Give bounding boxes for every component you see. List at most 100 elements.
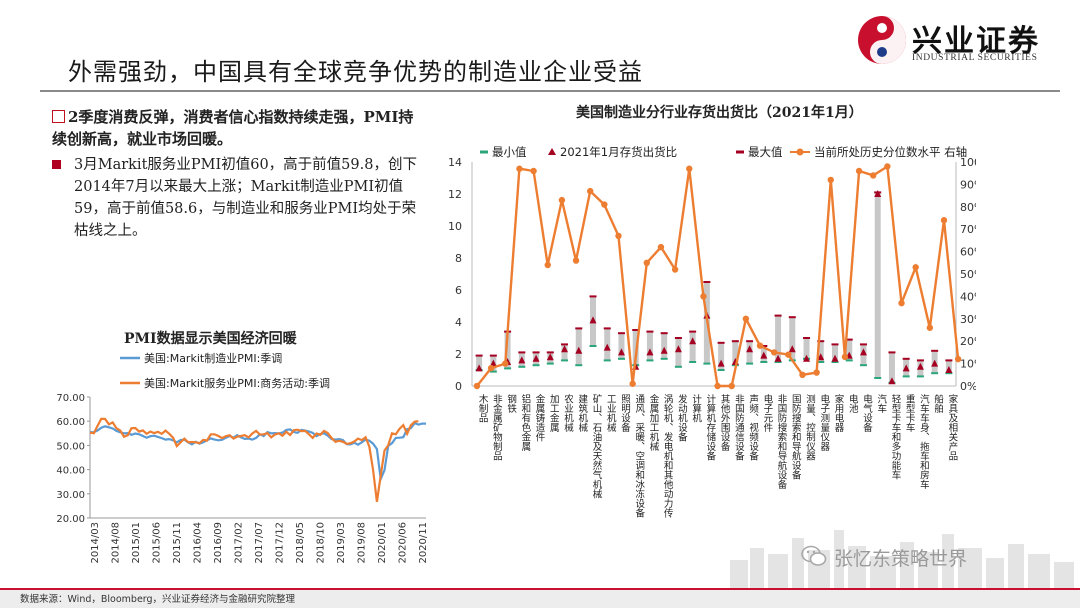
footer-bar — [0, 590, 1080, 608]
range-bar — [846, 339, 853, 361]
category-label: 金属加工机械 — [647, 393, 659, 452]
category-label: 建筑机械 — [576, 393, 588, 433]
y2-tick-label: 30% — [960, 313, 976, 326]
category-label: 船舶 — [932, 393, 944, 414]
max-marker — [674, 337, 682, 339]
min-marker — [575, 364, 583, 367]
percentile-point — [530, 167, 537, 175]
range-bar — [661, 333, 668, 359]
min-marker — [646, 359, 654, 362]
range-bar — [732, 341, 739, 366]
y2-tick-label: 20% — [960, 335, 976, 348]
detail-point: 3月Markit服务业PMI初值60，高于前值59.8，创下2014年7月以来最… — [52, 154, 427, 242]
current-marker — [603, 343, 611, 351]
category-label: 照明设备 — [619, 394, 631, 433]
current-marker — [646, 348, 654, 356]
category-label: 声频、视频设备 — [747, 393, 759, 461]
range-bar — [504, 331, 511, 369]
min-marker — [817, 361, 825, 363]
percentile-point — [544, 261, 551, 269]
range-bar — [675, 338, 682, 367]
x-tick-label: 2017/12 — [275, 522, 286, 564]
category-label: 非国防搜索和导航设备 — [776, 393, 788, 490]
min-marker — [689, 361, 697, 363]
category-label: 木制品 — [477, 393, 489, 423]
category-label: 发动机设备 — [676, 393, 688, 442]
x-tick-label: 2017/07 — [254, 522, 265, 564]
max-marker — [532, 351, 540, 354]
max-marker — [931, 349, 939, 352]
percentile-point — [643, 259, 651, 266]
category-label: 家具及相关产品 — [946, 393, 958, 461]
footer-accent-line — [0, 588, 1080, 590]
range-bar — [618, 333, 625, 359]
x-tick-label: 2014/08 — [111, 522, 122, 564]
min-marker — [945, 372, 953, 375]
y2-tick-label: 60% — [960, 246, 976, 259]
current-marker — [660, 346, 668, 354]
percentile-point — [785, 351, 792, 358]
y-tick-label: 8 — [455, 252, 462, 265]
max-marker — [760, 345, 768, 347]
max-marker — [774, 314, 782, 317]
range-bar — [746, 341, 753, 364]
data-source-note: 数据来源：Wind，Bloomberg，兴业证券经济与金融研究院整理 — [20, 594, 296, 605]
percentile-point — [629, 380, 636, 387]
range-bar — [789, 317, 796, 361]
current-marker — [617, 348, 625, 356]
min-marker — [746, 362, 754, 365]
percentile-point — [912, 264, 919, 271]
max-marker — [888, 351, 896, 354]
legend-marker — [736, 150, 744, 154]
current-marker — [674, 345, 682, 353]
percentile-point — [671, 266, 679, 273]
min-marker — [717, 369, 725, 371]
max-marker — [831, 343, 839, 346]
category-label: 测量、控制仪器 — [804, 394, 816, 461]
current-marker — [475, 364, 483, 372]
category-label: 电池 — [847, 393, 859, 413]
current-marker — [760, 351, 768, 359]
y-tick-label: 4 — [455, 316, 462, 329]
percentile-point — [954, 355, 962, 363]
range-bar — [775, 315, 782, 362]
current-marker — [803, 354, 811, 362]
percentile-point — [813, 369, 820, 376]
y2-tick-label: 90% — [960, 178, 976, 191]
current-marker — [689, 337, 697, 345]
y-tick-label: 10 — [448, 220, 462, 233]
category-label: 家用电器 — [833, 393, 845, 432]
current-marker — [874, 190, 882, 197]
category-label: 非国防通信设备 — [733, 393, 745, 461]
category-label: 加工金属 — [548, 394, 560, 433]
min-marker — [874, 377, 882, 379]
legend-label: 美国:Markit服务业PMI:商务活动:季调 — [144, 376, 330, 390]
max-marker — [945, 359, 953, 362]
min-marker — [660, 357, 668, 360]
current-marker — [945, 366, 953, 373]
range-bar — [803, 338, 810, 359]
category-label: 电子元件 — [761, 393, 773, 433]
category-label: 其他外围设备 — [719, 394, 731, 452]
x-tick-label: 2016/04 — [193, 522, 204, 564]
min-marker — [603, 359, 611, 362]
current-marker — [589, 316, 597, 324]
percentile-point — [601, 201, 608, 208]
range-bar — [646, 331, 653, 361]
min-marker — [561, 359, 569, 362]
current-marker — [859, 348, 867, 356]
current-marker — [888, 377, 896, 385]
legend-marker — [548, 148, 556, 155]
x-tick-label: 2015/11 — [172, 522, 183, 564]
max-marker — [518, 351, 526, 354]
current-marker — [774, 354, 782, 362]
current-marker — [546, 353, 554, 361]
max-marker — [817, 340, 825, 343]
max-marker — [617, 332, 625, 335]
min-marker — [703, 362, 711, 365]
range-bar — [888, 352, 895, 383]
current-marker — [902, 364, 910, 372]
detail-point-text: 3月Markit服务业PMI初值60，高于前值59.8，创下2014年7月以来最… — [74, 157, 417, 239]
category-label: 计算机存储设备 — [704, 393, 716, 461]
legend-marker — [480, 150, 488, 154]
